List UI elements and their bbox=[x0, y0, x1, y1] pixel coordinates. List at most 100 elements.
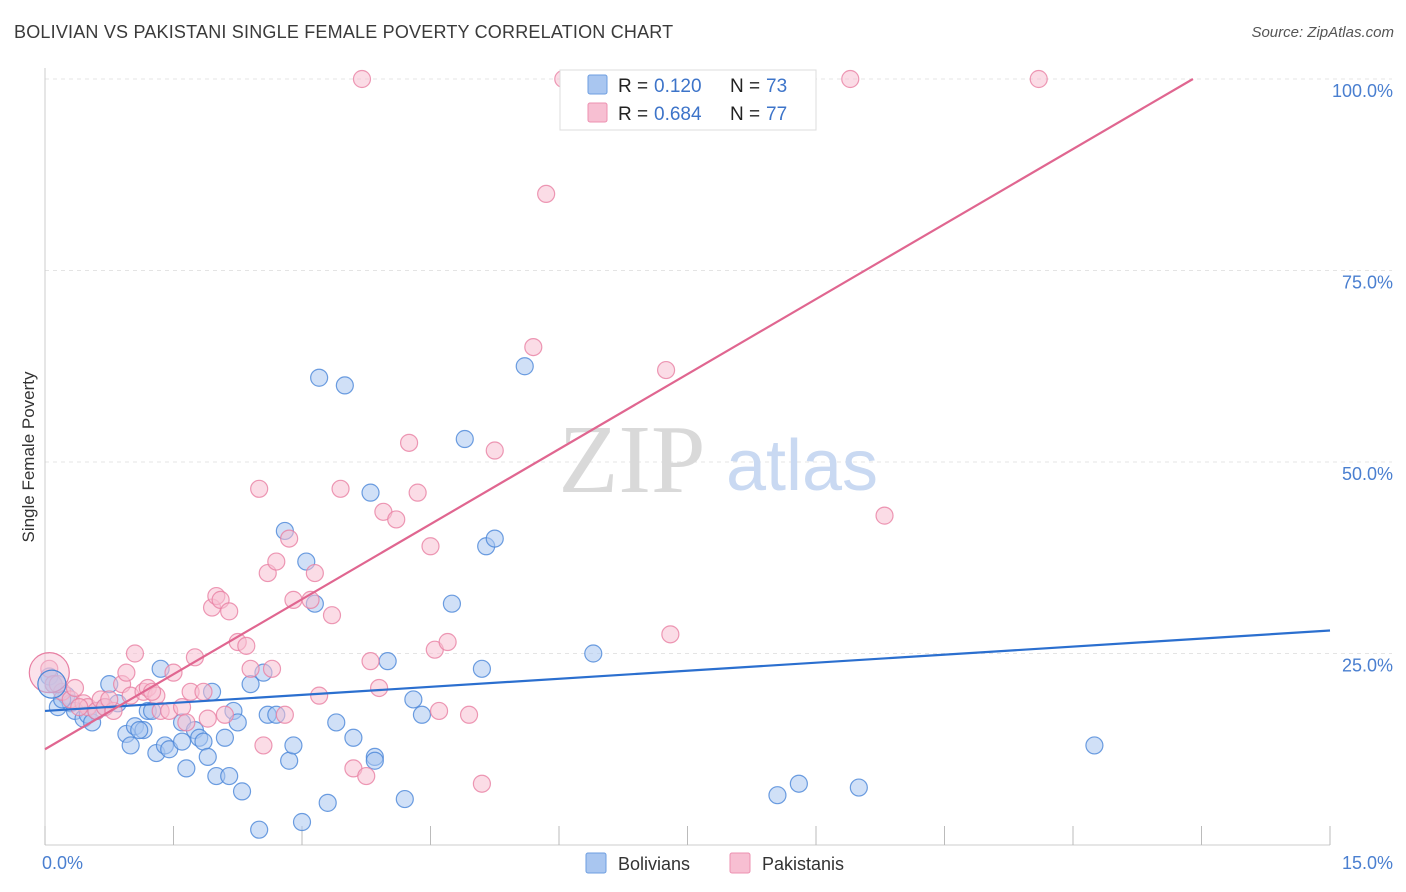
point-pakistanis bbox=[656, 360, 676, 380]
trend-line-bolivians bbox=[44, 629, 1331, 713]
point-pakistanis bbox=[438, 632, 457, 652]
point-pakistanis bbox=[875, 506, 894, 525]
point-pakistanis bbox=[280, 529, 299, 548]
point-pakistanis bbox=[361, 652, 380, 671]
point-pakistanis bbox=[198, 709, 217, 728]
y-tick-label: 75.0% bbox=[1342, 273, 1393, 293]
point-bolivians bbox=[455, 429, 474, 449]
legend-n-label: N = bbox=[730, 104, 760, 125]
trend-lines bbox=[44, 78, 1331, 751]
point-pakistanis bbox=[117, 663, 136, 682]
point-bolivians bbox=[515, 357, 534, 376]
data-points bbox=[28, 69, 1104, 839]
point-bolivians bbox=[284, 736, 303, 755]
point-bolivians bbox=[849, 778, 868, 797]
point-pakistanis bbox=[387, 510, 406, 529]
point-pakistanis bbox=[250, 479, 269, 498]
point-bolivians bbox=[344, 728, 363, 747]
legend-r-label: R = bbox=[618, 104, 648, 125]
legend-label-pakistanis: Pakistanis bbox=[762, 854, 844, 874]
legend-n-value: 73 bbox=[766, 76, 787, 97]
point-bolivians bbox=[1085, 736, 1104, 755]
point-pakistanis bbox=[661, 625, 680, 644]
y-tick-label: 100.0% bbox=[1332, 81, 1393, 101]
point-cluster-pakistanis bbox=[28, 652, 70, 694]
y-tick-label: 25.0% bbox=[1342, 656, 1393, 676]
point-pakistanis bbox=[194, 682, 213, 701]
point-bolivians bbox=[280, 751, 299, 770]
watermark-atlas: atlas bbox=[726, 426, 878, 506]
point-bolivians bbox=[472, 659, 491, 678]
point-pakistanis bbox=[537, 184, 556, 203]
point-cluster-bolivians bbox=[37, 669, 67, 699]
legend-n-value: 77 bbox=[766, 104, 787, 125]
point-pakistanis bbox=[305, 563, 324, 583]
legend-swatch-pakistanis bbox=[587, 102, 608, 123]
point-pakistanis bbox=[399, 433, 419, 452]
point-pakistanis bbox=[429, 701, 449, 721]
point-pakistanis bbox=[177, 713, 196, 732]
point-pakistanis bbox=[237, 636, 256, 655]
point-bolivians bbox=[412, 705, 432, 724]
point-bolivians bbox=[327, 713, 346, 732]
chart-title: BOLIVIAN VS PAKISTANI SINGLE FEMALE POVE… bbox=[14, 22, 674, 42]
legend-r-value: 0.120 bbox=[654, 76, 702, 97]
point-pakistanis bbox=[352, 69, 372, 89]
y-axis-label: Single Female Poverty bbox=[19, 371, 38, 543]
point-bolivians bbox=[121, 736, 140, 755]
point-pakistanis bbox=[100, 690, 119, 709]
point-bolivians bbox=[130, 720, 149, 740]
legend-label-bolivians: Bolivians bbox=[618, 854, 690, 874]
legend-bottom: Bolivians Pakistanis bbox=[585, 852, 844, 874]
source-credit: Source: ZipAtlas.com bbox=[1251, 24, 1394, 41]
point-bolivians bbox=[584, 644, 603, 663]
point-bolivians bbox=[361, 483, 380, 502]
legend-n-label: N = bbox=[730, 76, 760, 97]
point-bolivians bbox=[220, 766, 239, 786]
point-bolivians bbox=[442, 594, 462, 613]
point-bolivians bbox=[310, 368, 329, 387]
legend-swatch-bolivians bbox=[587, 74, 608, 95]
legend-r-value: 0.684 bbox=[654, 104, 702, 125]
legend-r-label: R = bbox=[618, 76, 648, 97]
legend-top: R = 0.120 N = 73 R = 0.684 N = 77 bbox=[559, 69, 817, 131]
point-pakistanis bbox=[459, 705, 479, 724]
point-pakistanis bbox=[357, 766, 376, 786]
point-pakistanis bbox=[275, 705, 294, 724]
point-bolivians bbox=[789, 774, 808, 793]
gridlines bbox=[45, 78, 1392, 654]
point-bolivians bbox=[198, 747, 217, 767]
y-tick-label: 50.0% bbox=[1342, 464, 1393, 484]
x-tick-label: 0.0% bbox=[42, 853, 83, 873]
point-pakistanis bbox=[421, 537, 440, 556]
point-pakistanis bbox=[485, 441, 504, 460]
point-bolivians bbox=[250, 820, 269, 839]
point-bolivians bbox=[292, 812, 312, 832]
watermark-zip: ZIP bbox=[559, 406, 706, 514]
legend-swatch-pakistanis bbox=[729, 852, 751, 874]
axes bbox=[44, 68, 1331, 846]
point-bolivians bbox=[768, 786, 787, 805]
point-bolivians bbox=[318, 793, 337, 812]
point-bolivians bbox=[404, 690, 423, 709]
point-bolivians bbox=[194, 732, 213, 751]
point-bolivians bbox=[177, 759, 196, 778]
point-pakistanis bbox=[262, 659, 282, 678]
point-pakistanis bbox=[1029, 69, 1048, 89]
point-bolivians bbox=[365, 751, 384, 770]
point-bolivians bbox=[335, 376, 354, 395]
point-pakistanis bbox=[125, 644, 145, 663]
point-pakistanis bbox=[322, 606, 342, 625]
point-pakistanis bbox=[472, 774, 491, 793]
point-bolivians bbox=[395, 789, 414, 809]
legend-swatch-bolivians bbox=[585, 852, 607, 874]
tick-labels: 25.0% 50.0% 75.0% 100.0% 0.0% 15.0% bbox=[42, 81, 1393, 873]
point-pakistanis bbox=[65, 678, 85, 698]
point-bolivians bbox=[172, 732, 192, 751]
point-pakistanis bbox=[215, 705, 234, 724]
trend-line-pakistanis bbox=[44, 78, 1194, 751]
point-pakistanis bbox=[331, 479, 350, 498]
point-pakistanis bbox=[220, 602, 239, 621]
point-bolivians bbox=[485, 529, 504, 548]
point-pakistanis bbox=[370, 678, 389, 698]
